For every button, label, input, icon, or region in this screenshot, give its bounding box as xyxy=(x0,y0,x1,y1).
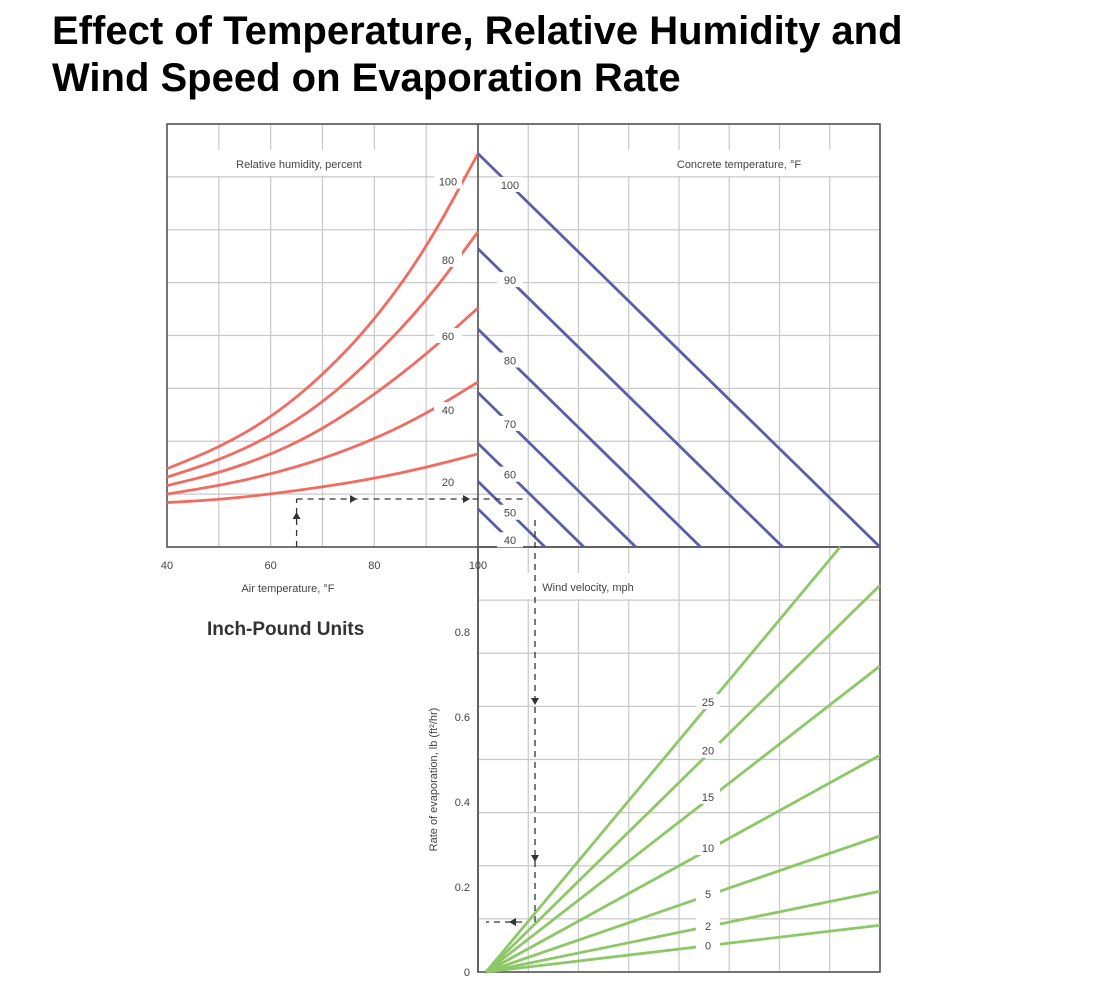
wind-label-bg xyxy=(696,839,720,855)
concrete-label-80: 80 xyxy=(504,355,516,367)
wind-label-0: 0 xyxy=(705,940,711,952)
humidity-curve-100 xyxy=(166,152,480,471)
wind-line-2 xyxy=(485,889,881,974)
wind-label-25: 25 xyxy=(702,697,714,709)
wind-legend-label: Wind velocity, mph xyxy=(542,582,634,594)
humidity-label-100: 100 xyxy=(439,177,457,189)
wind-label-15: 15 xyxy=(702,792,714,804)
humidity-curve-40 xyxy=(166,380,479,496)
units-label: Inch-Pound Units xyxy=(207,619,365,640)
chart-title: Effect of Temperature, Relative Humidity… xyxy=(52,8,1052,102)
concrete-label-50: 50 xyxy=(504,508,516,520)
concrete-label-bg xyxy=(497,504,523,520)
concrete-label-bg xyxy=(497,466,523,482)
wind-label-bg xyxy=(696,788,720,804)
wind-line-20 xyxy=(485,584,881,973)
humidity-curve-80 xyxy=(166,231,480,479)
concrete-label-40: 40 xyxy=(504,535,516,547)
x-tick-label: 80 xyxy=(368,560,380,572)
y-tick-label: 0 xyxy=(464,967,470,979)
y-tick-label: 0.6 xyxy=(455,712,470,724)
wind-legend-box xyxy=(504,573,672,599)
wind-label-bg xyxy=(696,886,720,902)
wind-line-5 xyxy=(485,834,881,974)
guide-arrow-right xyxy=(350,495,357,503)
concrete-line-90 xyxy=(477,247,784,549)
concrete-label-60: 60 xyxy=(504,470,516,482)
x-axis-label: Air temperature, °F xyxy=(241,583,334,595)
x-tick-label: 60 xyxy=(265,560,277,572)
guide-arrow-down xyxy=(531,855,539,862)
concrete-line-100 xyxy=(477,152,881,549)
humidity-label-20: 20 xyxy=(442,477,454,489)
concrete-label-100: 100 xyxy=(501,180,519,192)
concrete-label-70: 70 xyxy=(504,419,516,431)
concrete-legend-box xyxy=(628,150,850,176)
humidity-grid xyxy=(166,123,479,548)
wind-label-2: 2 xyxy=(705,921,711,933)
humidity-curve-20 xyxy=(166,452,479,504)
guide-arrow-down xyxy=(531,698,539,705)
wind-line-0 xyxy=(485,923,881,974)
humidity-label-bg xyxy=(434,173,462,189)
wind-line-15 xyxy=(485,664,881,974)
wind-label-bg xyxy=(696,694,720,710)
humidity-curve-60 xyxy=(166,306,479,488)
wind-label-5: 5 xyxy=(705,889,711,901)
humidity-label-40: 40 xyxy=(442,405,454,417)
humidity-label-bg xyxy=(434,402,462,418)
concrete-label-bg xyxy=(497,176,523,192)
concrete-label-90: 90 xyxy=(504,275,516,287)
humidity-label-bg xyxy=(434,473,462,489)
concrete-label-bg xyxy=(497,415,523,431)
humidity-label-80: 80 xyxy=(442,255,454,267)
concrete-line-60 xyxy=(477,442,585,549)
title-line-1: Effect of Temperature, Relative Humidity… xyxy=(52,9,903,53)
wind-line-10 xyxy=(485,754,881,974)
concrete-label-bg xyxy=(497,352,523,368)
humidity-label-bg xyxy=(434,251,462,267)
concrete-label-bg xyxy=(497,272,523,288)
wind-label-bg xyxy=(696,937,720,953)
y-axis-label: Rate of evaporation, lb (ft²/hr) xyxy=(428,708,440,852)
x-tick-label: 40 xyxy=(161,560,173,572)
humidity-legend-box xyxy=(188,150,410,176)
wind-label-20: 20 xyxy=(702,746,714,758)
guide-arrow-right xyxy=(463,495,470,503)
y-tick-label: 0.4 xyxy=(455,797,470,809)
wind-label-10: 10 xyxy=(702,843,714,855)
wind-label-bg xyxy=(696,742,720,758)
concrete-grid xyxy=(477,123,881,548)
guide-arrow-left xyxy=(509,918,516,926)
wind-label-bg xyxy=(696,917,720,933)
wind-line-25 xyxy=(484,546,842,973)
y-tick-label: 0.8 xyxy=(455,627,470,639)
humidity-label-bg xyxy=(434,328,462,344)
concrete-legend-label: Concrete temperature, °F xyxy=(677,159,802,171)
humidity-label-60: 60 xyxy=(442,331,454,343)
title-line-2: Wind Speed on Evaporation Rate xyxy=(52,56,681,100)
guide-arrow-up xyxy=(292,512,301,519)
x-tick-label: 100 xyxy=(469,560,487,572)
y-tick-label: 0.2 xyxy=(455,882,470,894)
humidity-legend-label: Relative humidity, percent xyxy=(236,159,362,171)
concrete-label-bg xyxy=(497,532,523,548)
